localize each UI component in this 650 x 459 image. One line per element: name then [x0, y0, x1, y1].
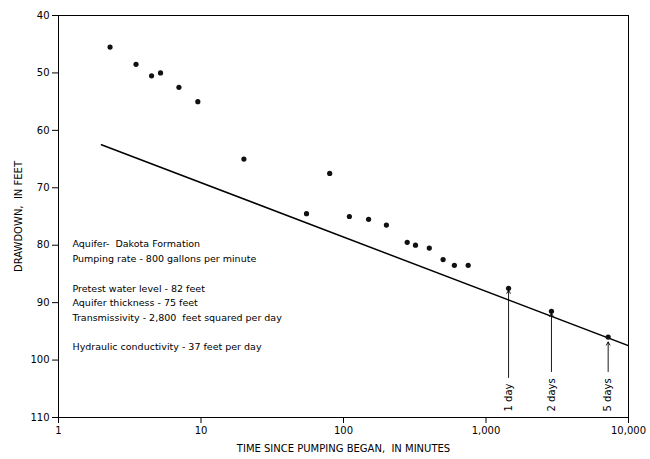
- svg-text:DRAWDOWN, IN FEET: DRAWDOWN, IN FEET: [13, 160, 24, 272]
- svg-text:1,000: 1,000: [472, 425, 501, 436]
- svg-text:90: 90: [37, 297, 50, 308]
- svg-text:2 days: 2 days: [546, 378, 557, 411]
- svg-text:10,000: 10,000: [611, 425, 646, 436]
- svg-text:50: 50: [37, 67, 50, 78]
- svg-text:100: 100: [334, 425, 353, 436]
- svg-text:1: 1: [55, 425, 61, 436]
- svg-text:80: 80: [37, 239, 50, 250]
- svg-text:Pumping rate - 800 gallons per: Pumping rate - 800 gallons per minute: [73, 253, 257, 264]
- svg-text:5 days: 5 days: [602, 378, 613, 411]
- svg-text:70: 70: [37, 182, 50, 193]
- svg-text:Pretest water level - 82 feet: Pretest water level - 82 feet: [73, 283, 206, 294]
- svg-text:Hydraulic conductivity - 37 fe: Hydraulic conductivity - 37 feet per day: [73, 341, 262, 352]
- svg-text:40: 40: [37, 10, 50, 21]
- svg-text:110: 110: [30, 412, 49, 423]
- svg-text:10: 10: [195, 425, 208, 436]
- svg-text:TIME SINCE PUMPING BEGAN, IN: TIME SINCE PUMPING BEGAN, IN MINUTES: [236, 443, 450, 454]
- svg-text:Aquifer- Dakota Formation: Aquifer- Dakota Formation: [73, 238, 201, 249]
- svg-text:Aquifer thickness - 75 feet: Aquifer thickness - 75 feet: [73, 297, 199, 308]
- svg-text:1 day: 1 day: [503, 383, 514, 411]
- svg-text:Transmissivity - 2,800 feet s: Transmissivity - 2,800 feet squared per …: [72, 312, 283, 323]
- svg-text:100: 100: [30, 354, 49, 365]
- svg-text:60: 60: [37, 125, 50, 136]
